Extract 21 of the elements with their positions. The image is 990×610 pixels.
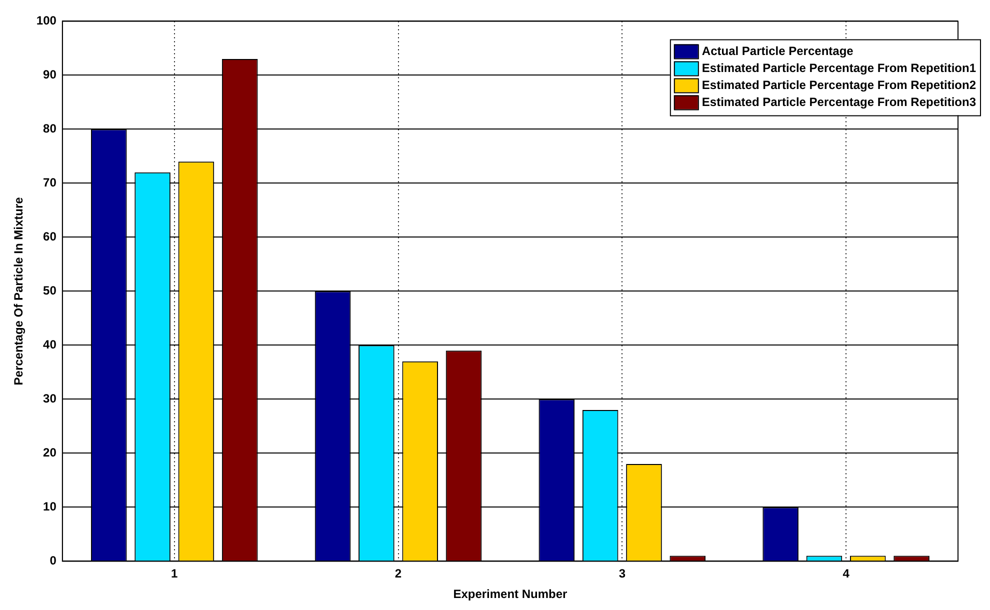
y-tick-label: 40: [43, 338, 57, 352]
legend-label: Estimated Particle Percentage From Repetition3: [702, 95, 976, 110]
y-tick-label: 50: [43, 284, 57, 298]
y-tick-label: 10: [43, 500, 57, 514]
legend-label: Estimated Particle Percentage From Repetition1: [702, 61, 976, 76]
y-tick-label: 100: [36, 14, 57, 28]
y-tick-label: 60: [43, 230, 57, 244]
y-tick-label: 80: [43, 122, 57, 136]
legend-label: Estimated Particle Percentage From Repetition2: [702, 78, 976, 92]
x-tick-label: 4: [842, 566, 850, 581]
legend-label: Actual Particle Percentage: [702, 44, 854, 58]
y-tick-label: 70: [43, 176, 57, 190]
y-tick-label: 20: [43, 446, 57, 460]
x-tick-label: 3: [618, 566, 626, 581]
x-tick-label: 1: [171, 566, 178, 581]
x-tick-label: 2: [394, 566, 402, 581]
y-tick-label: 90: [43, 68, 57, 82]
x-axis-title: Experiment Number: [453, 587, 568, 602]
y-tick-label: 30: [43, 392, 57, 406]
y-axis-title: Percentage Of Particle In Mixture: [12, 196, 26, 386]
y-tick-label: 0: [50, 554, 57, 568]
